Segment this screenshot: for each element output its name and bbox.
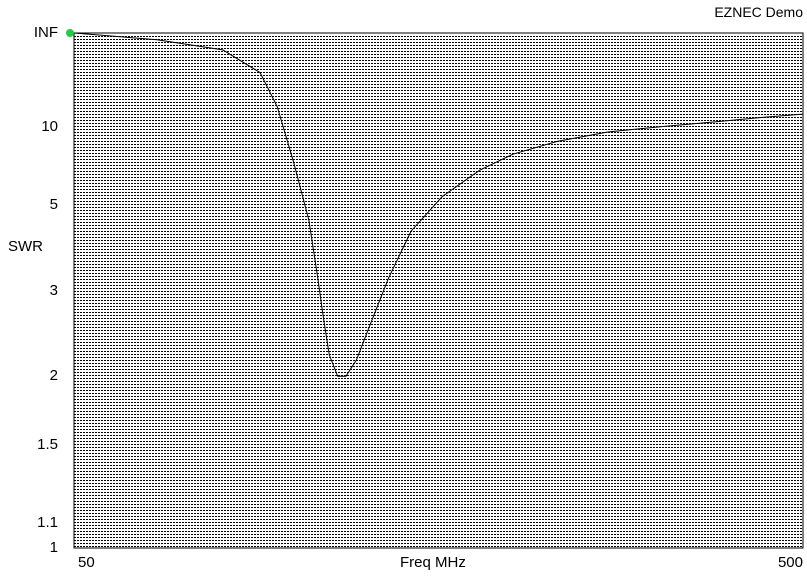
source-marker xyxy=(66,29,74,37)
x-axis-label: Freq MHz xyxy=(400,554,466,571)
y-tick-label: 2 xyxy=(49,367,58,385)
y-tick-label: 3 xyxy=(49,281,58,299)
x-tick-label: 50 xyxy=(78,554,95,571)
plot-frame xyxy=(73,32,804,549)
y-tick-label: 10 xyxy=(41,117,58,135)
y-tick-label: 1.5 xyxy=(37,436,58,453)
window-title: EZNEC Demo xyxy=(714,4,803,20)
chart-grid xyxy=(74,36,803,547)
y-tick-label: 5 xyxy=(49,195,58,213)
y-tick-label: INF xyxy=(33,24,58,41)
swr-curve xyxy=(73,32,804,377)
y-tick-label: 1 xyxy=(49,539,58,556)
x-tick-label: 500 xyxy=(777,554,803,571)
y-axis-label: SWR xyxy=(8,238,43,255)
y-tick-label: 1.1 xyxy=(37,514,58,532)
